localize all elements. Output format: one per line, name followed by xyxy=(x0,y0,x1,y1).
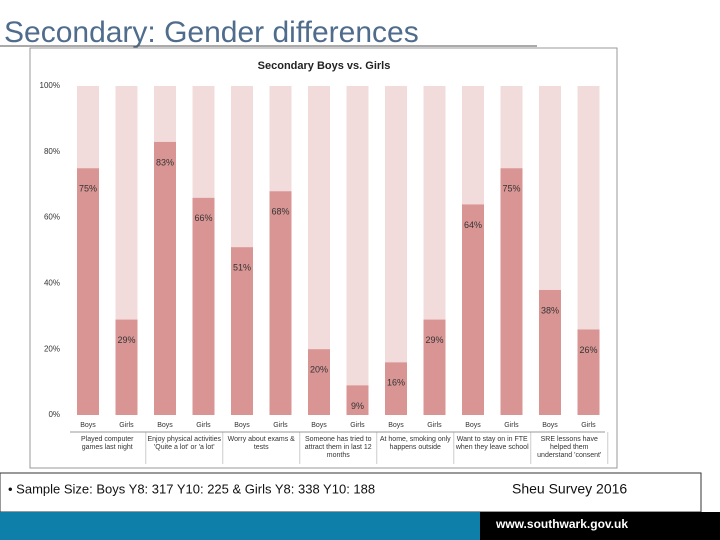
x-tick-label: Boys xyxy=(80,422,96,429)
chart-title: Secondary Boys vs. Girls xyxy=(258,60,391,72)
page-title: Secondary: Gender differences xyxy=(4,16,419,49)
group-label: SRE lessons have helped them understand … xyxy=(537,436,602,459)
x-tick-label: Girls xyxy=(196,422,211,429)
x-tick-label: Boys xyxy=(234,422,250,429)
y-tick-label: 0% xyxy=(48,410,60,419)
bar xyxy=(115,319,138,415)
bar xyxy=(346,385,369,415)
bar xyxy=(308,349,330,415)
value-label: 38% xyxy=(541,305,559,315)
x-tick-label: Girls xyxy=(119,422,134,429)
bar xyxy=(423,319,446,415)
x-tick-label: Boys xyxy=(311,422,327,429)
value-label: 9% xyxy=(351,401,364,411)
value-label: 68% xyxy=(271,207,289,217)
value-label: 75% xyxy=(79,184,97,194)
bar xyxy=(462,204,484,415)
bar xyxy=(500,168,523,415)
bar xyxy=(539,289,561,415)
group-label: Someone has tried to attract them in las… xyxy=(304,436,372,459)
group-label: Played computer games last night xyxy=(80,436,134,451)
bar xyxy=(77,168,99,415)
x-tick-label: Girls xyxy=(273,422,288,429)
group-label: Enjoy physical activities 'Quite a lot' … xyxy=(147,436,222,451)
value-label: 20% xyxy=(310,365,328,375)
footer-band-dark xyxy=(480,512,720,540)
value-label: 29% xyxy=(425,335,443,345)
y-tick-label: 80% xyxy=(44,147,60,156)
group-label: Want to stay on in FTE when they leave s… xyxy=(455,436,529,451)
bar xyxy=(269,191,292,415)
footer-band xyxy=(0,512,480,540)
bar xyxy=(231,247,253,415)
group-label: At home, smoking only happens outside xyxy=(379,436,451,451)
y-tick-label: 100% xyxy=(40,81,60,90)
x-tick-label: Girls xyxy=(504,422,519,429)
x-tick-label: Boys xyxy=(157,422,173,429)
bar xyxy=(385,362,407,415)
value-label: 26% xyxy=(579,345,597,355)
x-tick-label: Boys xyxy=(465,422,481,429)
url: www.southwark.gov.uk xyxy=(495,517,628,531)
group-label: Worry about exams & tests xyxy=(227,436,295,451)
value-label: 75% xyxy=(502,184,520,194)
y-tick-label: 20% xyxy=(44,344,60,353)
bar xyxy=(154,141,176,415)
bar-track xyxy=(308,86,330,415)
bar-track xyxy=(385,86,407,415)
x-tick-label: Girls xyxy=(581,422,596,429)
sample-size: • Sample Size: Boys Y8: 317 Y10: 225 & G… xyxy=(8,481,375,496)
x-tick-label: Girls xyxy=(350,422,365,429)
value-label: 83% xyxy=(156,157,174,167)
x-tick-label: Boys xyxy=(388,422,404,429)
value-label: 51% xyxy=(233,263,251,273)
source: Sheu Survey 2016 xyxy=(512,481,627,497)
x-tick-label: Boys xyxy=(542,422,558,429)
x-tick-label: Girls xyxy=(427,422,442,429)
bar-track xyxy=(346,86,369,415)
value-label: 16% xyxy=(387,378,405,388)
y-tick-label: 60% xyxy=(44,213,60,222)
value-label: 66% xyxy=(194,213,212,223)
value-label: 29% xyxy=(117,335,135,345)
bar xyxy=(577,329,600,415)
bar xyxy=(192,197,215,415)
y-tick-label: 40% xyxy=(44,279,60,288)
value-label: 64% xyxy=(464,220,482,230)
